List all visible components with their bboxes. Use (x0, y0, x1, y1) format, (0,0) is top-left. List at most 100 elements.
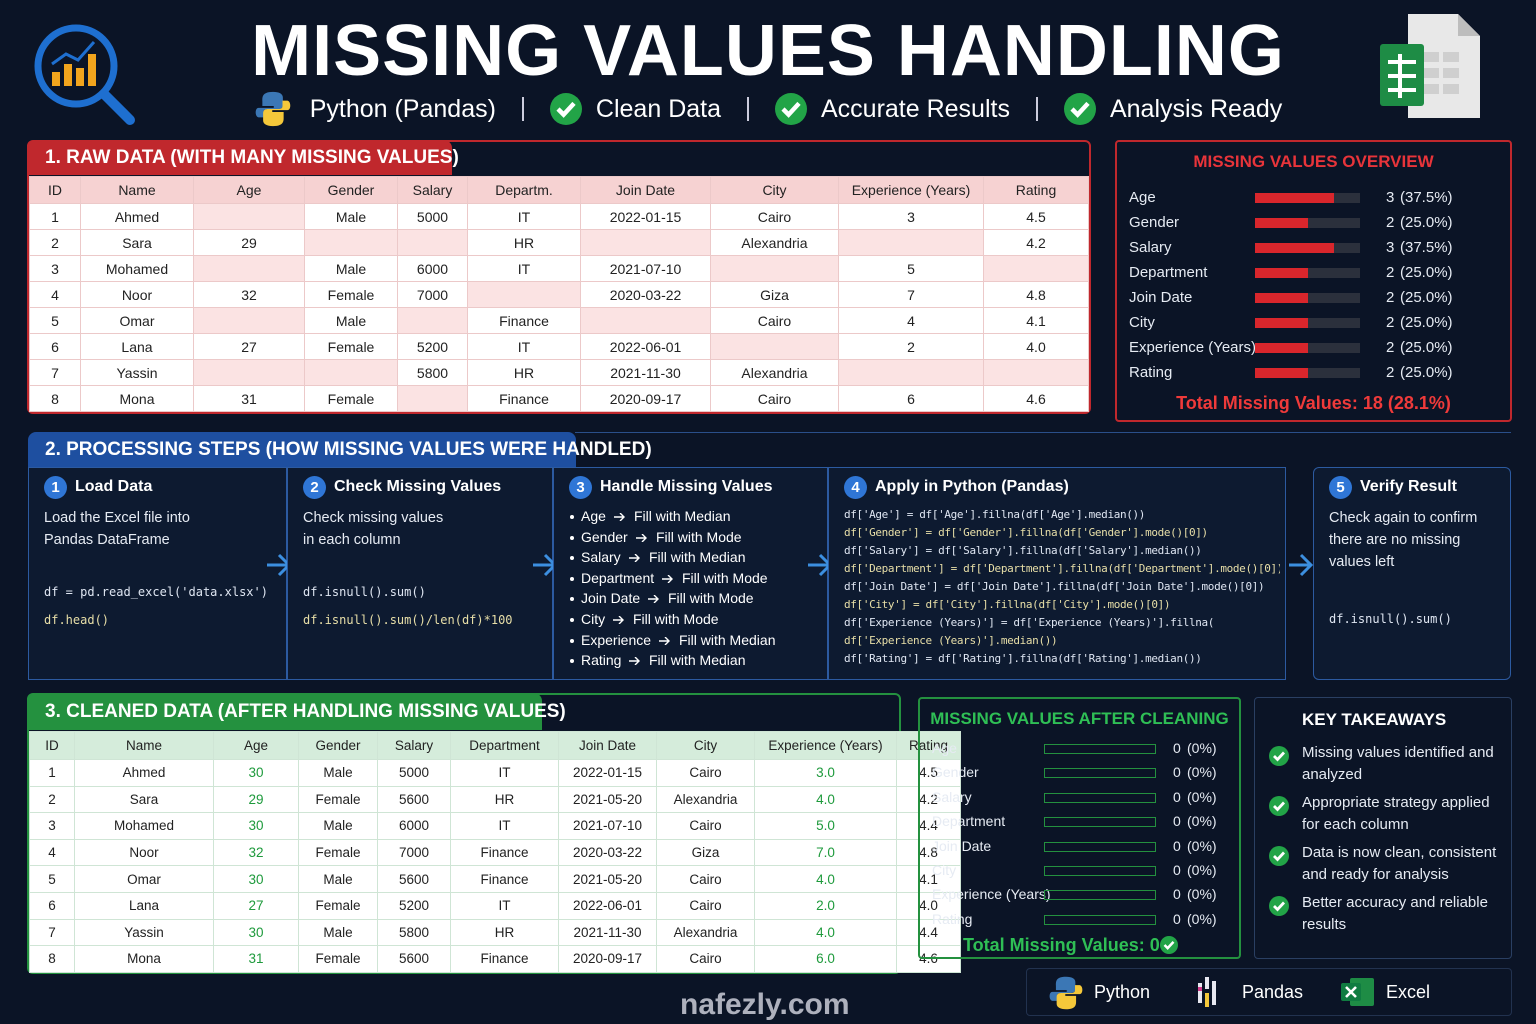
table-cell: 2021-07-10 (558, 812, 657, 840)
share-label: (25.0%) (1400, 339, 1453, 356)
total-label: Total Missing Values: 18 (28.1%) (1176, 393, 1451, 413)
row-label: Salary (1129, 239, 1172, 256)
table-cell: Mona (80, 385, 194, 412)
check-icon (1063, 93, 1096, 125)
step-title: Handle Missing Values (600, 478, 773, 495)
row-label: Experience (Years) (932, 886, 1051, 903)
table-cell: 5600 (377, 865, 451, 893)
table-cell: IT (467, 333, 581, 360)
column-header: City (656, 731, 755, 760)
table-cell: 5.0 (754, 812, 897, 840)
check-icon (775, 93, 807, 125)
table-cell: 2021-11-30 (580, 359, 711, 386)
code-line: df['Age'] = df['Age'].fillna(df['Age'].m… (844, 508, 1146, 521)
step-arrow (1289, 553, 1314, 577)
table-cell: Female (298, 785, 378, 814)
arrow (636, 533, 647, 542)
bar-track (1255, 218, 1360, 228)
table-cell: Mona (74, 945, 214, 973)
takeaway-text: Better accuracy and reliable results (1302, 894, 1488, 933)
share-label: (0%) (1187, 764, 1217, 781)
bar (1255, 293, 1308, 303)
rule-action: Fill with Mode (682, 569, 768, 586)
share-label: (25.0%) (1400, 314, 1453, 331)
row-label: City (1129, 314, 1155, 331)
table-cell: Alexandria (656, 785, 755, 814)
table-cell: 4.4 (896, 812, 961, 840)
table-cell: 3 (838, 203, 984, 230)
table-cell: 2022-06-01 (580, 333, 711, 360)
table-cell: Finance (467, 385, 581, 412)
bar-track (1255, 368, 1360, 378)
table-cell (304, 229, 398, 256)
column-header: Department (450, 731, 559, 760)
bar-track (1255, 268, 1360, 278)
column-header: Experience (Years) (838, 176, 984, 204)
row-label: Join Date (932, 837, 992, 854)
table-cell: Noor (74, 838, 214, 867)
table-cell: 5000 (377, 759, 451, 787)
table-row: 5 Omar Male Finance Cairo 4 4.1 (29, 307, 1089, 334)
table-cell: Cairo (656, 759, 755, 787)
tool-label: Excel (1386, 982, 1431, 1002)
code-line: df = pd.read_excel('data.xlsx') (44, 585, 268, 599)
takeaway-text: Data is now clean, consistent and ready … (1302, 844, 1497, 883)
section-title: 2. PROCESSING STEPS (HOW MISSING VALUES … (28, 432, 652, 467)
table-cell: 6 (29, 333, 81, 360)
share-label: (0%) (1187, 813, 1217, 830)
divider (575, 432, 1511, 433)
table-row: 6 Lana 27 Female 5200 IT 2022-06-01 Cairo 2.0 4.0 (29, 891, 961, 920)
table-cell: 5200 (377, 891, 451, 920)
table-cell: 5200 (397, 333, 468, 360)
table-cell: Mohamed (80, 255, 194, 282)
step-box (287, 467, 553, 680)
step-text: Pandas DataFrame (44, 532, 170, 548)
share-label: (37.5%) (1400, 189, 1453, 206)
bar (1255, 368, 1308, 378)
table-cell: 4.1 (983, 307, 1089, 334)
rule-column: Join Date (581, 590, 641, 607)
table-cell: IT (450, 759, 559, 787)
header-row: ID Name Age Gender Salary Departm. Join Date Ci… (29, 176, 1089, 204)
column-header: Experience (Years) (754, 731, 897, 760)
table-cell: 5000 (397, 203, 468, 230)
table-cell: 1 (29, 203, 81, 230)
table-cell: Male (304, 307, 398, 334)
count-label: 2 (1386, 264, 1395, 281)
table-cell: 31 (193, 385, 305, 412)
check-icon (1269, 846, 1289, 866)
column-header: Salary (397, 176, 468, 204)
step-box (828, 467, 1286, 680)
share-label: (0%) (1187, 886, 1217, 903)
step-box (28, 467, 287, 680)
arrow (659, 636, 670, 645)
table-cell: Female (298, 891, 378, 920)
table-row: 7 Yassin 5800 HR 2021-11-30 Alexandria (29, 359, 1089, 386)
rule-column: City (581, 611, 606, 627)
table-cell (304, 359, 398, 386)
table-cell: 30 (213, 918, 299, 947)
table-row: 8 Mona 31 Female Finance 2020-09-17 Cairo 6 4.6 (29, 385, 1089, 412)
table-cell: 5800 (377, 918, 451, 947)
bullet (570, 576, 574, 581)
table-cell: 5600 (377, 945, 451, 973)
takeaway-text: Appropriate strategy applied for each co… (1302, 794, 1490, 833)
table-cell: Female (304, 281, 398, 308)
row-label: Gender (1129, 214, 1180, 231)
table-row: 6 Lana 27 Female 5200 IT 2022-06-01 2 4.0 (29, 333, 1089, 360)
table-cell: 7 (838, 281, 984, 308)
code-line: df['Gender'] = df['Gender'].fillna(df['G… (844, 526, 1208, 539)
code-line: df['Salary'] = df['Salary'].fillna(df['S… (844, 544, 1202, 557)
page-title: MISSING VALUES HANDLING (251, 11, 1285, 91)
table-cell: HR (450, 918, 559, 947)
table-cell: Female (298, 838, 378, 867)
column-header: Gender (304, 176, 398, 204)
table-cell: Giza (656, 838, 755, 867)
table-cell (193, 359, 305, 386)
share-label: (25.0%) (1400, 364, 1453, 381)
row-label: Age (932, 740, 957, 756)
table-cell (580, 307, 711, 334)
table-cell: 6 (29, 891, 75, 920)
tag-label: Clean Data (595, 94, 721, 123)
table-cell: 2022-06-01 (558, 891, 657, 920)
